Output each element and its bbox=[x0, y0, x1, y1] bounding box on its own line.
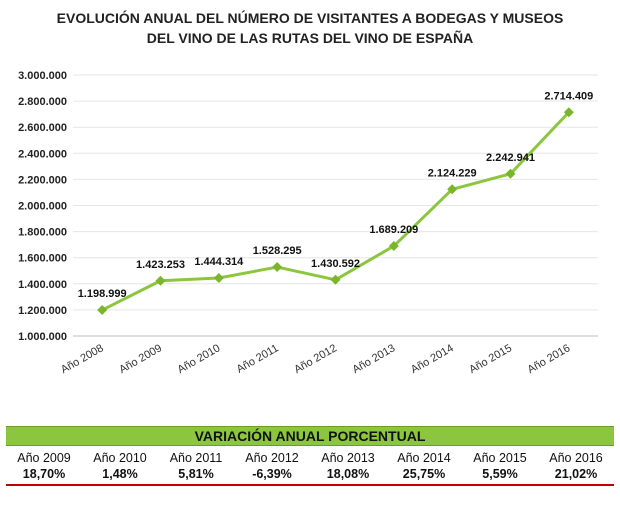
variation-year-cell: Año 2010 bbox=[93, 451, 147, 465]
data-label: 2.124.229 bbox=[428, 167, 477, 179]
chart-title-line-1: EVOLUCIÓN ANUAL DEL NÚMERO DE VISITANTES… bbox=[56, 10, 564, 26]
y-tick-label: 1.800.000 bbox=[18, 227, 67, 239]
x-tick-label: Año 2010 bbox=[176, 342, 223, 376]
chart-title: EVOLUCIÓN ANUAL DEL NÚMERO DE VISITANTES… bbox=[0, 8, 620, 48]
variation-year-cell: Año 2014 bbox=[397, 451, 451, 465]
variation-value-cell: 21,02% bbox=[554, 467, 598, 481]
y-tick-label: 2.400.000 bbox=[18, 148, 67, 160]
x-tick-label: Año 2008 bbox=[59, 342, 106, 376]
data-point bbox=[272, 262, 283, 273]
data-label: 1.689.209 bbox=[369, 224, 418, 236]
x-tick-label: Año 2012 bbox=[292, 342, 339, 376]
data-point bbox=[155, 275, 166, 286]
data-label: 1.198.999 bbox=[78, 288, 127, 300]
y-tick-label: 1.000.000 bbox=[18, 331, 67, 343]
variation-value-cell: 18,08% bbox=[326, 467, 370, 481]
x-tick-label: Año 2015 bbox=[467, 342, 514, 376]
chart-title-line-2: DEL VINO DE LAS RUTAS DEL VINO DE ESPAÑA bbox=[146, 30, 474, 46]
variation-year-cell: Año 2011 bbox=[169, 451, 223, 465]
data-label: 2.242.941 bbox=[486, 152, 535, 164]
line-chart: 1.000.000 1.200.000 1.400.000 1.600.000 1.80… bbox=[18, 70, 598, 376]
data-label: 2.714.409 bbox=[544, 90, 593, 102]
y-tick-label: 2.200.000 bbox=[18, 174, 67, 186]
data-point bbox=[330, 274, 341, 285]
variation-year-cell: Año 2012 bbox=[245, 451, 299, 465]
variation-value-cell: 1,48% bbox=[102, 467, 138, 481]
variation-year-cell: Año 2015 bbox=[473, 451, 527, 465]
variation-value-cell: 5,59% bbox=[482, 467, 518, 481]
x-tick-label: Año 2013 bbox=[351, 342, 398, 376]
variation-value-cell: 18,70% bbox=[22, 467, 66, 481]
data-point bbox=[505, 168, 516, 179]
variation-year-cell: Año 2016 bbox=[549, 451, 603, 465]
data-point bbox=[213, 273, 224, 284]
x-tick-label: Año 2014 bbox=[409, 342, 456, 376]
variation-value-cell: 25,75% bbox=[402, 467, 446, 481]
y-tick-label: 1.400.000 bbox=[18, 279, 67, 291]
x-tick-label: Año 2011 bbox=[235, 342, 281, 376]
variation-value-cell: -6,39% bbox=[252, 467, 292, 481]
y-tick-label: 1.200.000 bbox=[18, 305, 67, 317]
y-tick-label: 2.000.000 bbox=[18, 201, 67, 213]
variation-table-rule bbox=[6, 484, 614, 486]
y-tick-label: 1.600.000 bbox=[18, 253, 67, 265]
variation-years-row: Año 2009 Año 2010 Año 2011 Año 2012 Año … bbox=[6, 446, 614, 466]
data-point bbox=[563, 107, 574, 118]
data-point bbox=[97, 305, 108, 316]
variation-values-row: 18,70% 1,48% 5,81% -6,39% 18,08% 25,75% … bbox=[6, 466, 614, 482]
variation-year-cell: Año 2009 bbox=[17, 451, 71, 465]
data-point bbox=[388, 241, 399, 252]
y-tick-label: 3.000.000 bbox=[18, 70, 67, 82]
y-tick-label: 2.600.000 bbox=[18, 122, 67, 134]
x-tick-label: Año 2016 bbox=[526, 342, 573, 376]
x-tick-label: Año 2009 bbox=[117, 342, 164, 376]
variation-year-cell: Año 2013 bbox=[321, 451, 375, 465]
variation-table-header: VARIACIÓN ANUAL PORCENTUAL bbox=[6, 426, 614, 446]
data-label: 1.423.253 bbox=[136, 259, 185, 271]
data-label: 1.528.295 bbox=[253, 245, 302, 257]
data-label: 1.430.592 bbox=[311, 258, 360, 270]
variation-table: VARIACIÓN ANUAL PORCENTUAL Año 2009 Año … bbox=[6, 426, 614, 486]
variation-value-cell: 5,81% bbox=[178, 467, 214, 481]
y-tick-label: 2.800.000 bbox=[18, 96, 67, 108]
data-label: 1.444.314 bbox=[194, 256, 244, 268]
data-point bbox=[447, 184, 458, 195]
